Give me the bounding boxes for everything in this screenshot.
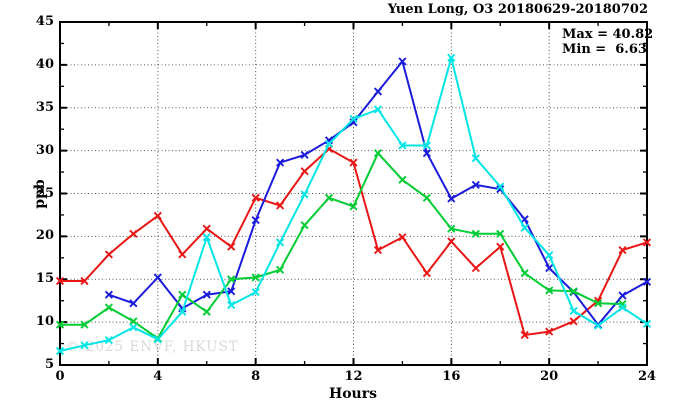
x-tick-label: 8 [251, 369, 261, 384]
x-tick-label: 16 [442, 369, 461, 384]
y-tick-label: 15 [35, 271, 54, 287]
watermark: © 2025 ENVF, HKUST [66, 339, 239, 355]
y-tick-label: 5 [44, 357, 54, 372]
chart-title: Yuen Long, O3 20180629-20180702 [387, 2, 648, 17]
y-tick-label: 25 [35, 185, 54, 201]
y-tick-label: 10 [35, 314, 54, 330]
y-tick-label: 40 [35, 56, 54, 72]
y-tick-label: 45 [35, 14, 54, 29]
stats-annotation: Max = 40.82 Min = 6.63 [562, 27, 653, 57]
x-axis-label: Hours [328, 386, 378, 402]
x-tick-label: 4 [153, 369, 163, 384]
y-tick-label: 20 [35, 228, 54, 244]
x-tick-label: 20 [540, 369, 559, 384]
y-tick-label: 35 [35, 99, 54, 115]
y-tick-label: 30 [35, 142, 54, 158]
x-tick-label: 12 [344, 369, 363, 384]
max-value-label: Max = 40.82 [562, 27, 654, 42]
x-tick-label: 0 [55, 369, 65, 384]
min-value-label: Min = 6.63 [562, 42, 647, 57]
x-tick-label: 24 [637, 369, 657, 384]
